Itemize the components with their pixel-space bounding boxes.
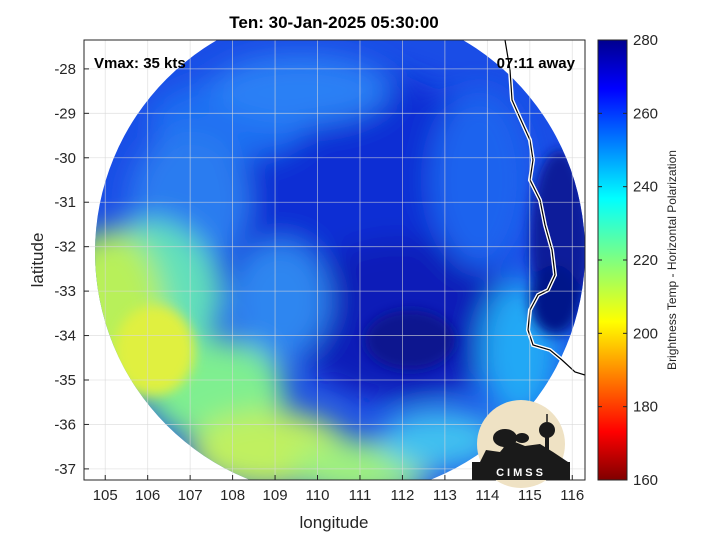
x-tick-label: 112 xyxy=(390,487,414,504)
colorbar-tick-label: 240 xyxy=(633,179,658,196)
x-tick-label: 113 xyxy=(433,487,457,504)
y-tick-label: -34 xyxy=(54,328,76,345)
y-tick-label: -29 xyxy=(54,105,76,122)
x-tick-label: 111 xyxy=(349,487,372,504)
y-tick-label: -31 xyxy=(54,194,76,211)
x-tick-label: 107 xyxy=(178,487,203,504)
x-tick-label: 105 xyxy=(93,487,118,504)
cimss-logo: CIMSS xyxy=(472,400,570,488)
colorbar: 160 180 200 220 240 260 280 Brightness Temp - … xyxy=(597,32,679,489)
y-axis-label: latitude xyxy=(28,233,47,288)
y-tick-label: -33 xyxy=(54,283,76,300)
x-tick-label: 116 xyxy=(560,487,584,504)
x-tick-label: 109 xyxy=(263,487,288,504)
x-axis-label: longitude xyxy=(299,513,368,532)
plot-frame xyxy=(83,39,586,481)
satellite-dish-icon xyxy=(493,429,517,447)
x-tick-label: 108 xyxy=(220,487,245,504)
y-tick-label: -28 xyxy=(54,61,76,78)
y-tick-label: -36 xyxy=(54,416,76,433)
y-tick-label: -32 xyxy=(54,239,76,256)
x-tick-label: 115 xyxy=(518,487,542,504)
logo-text: CIMSS xyxy=(496,467,546,479)
colorbar-tick-label: 260 xyxy=(633,105,658,122)
colorbar-tick-label: 180 xyxy=(633,399,658,416)
time-away-annotation: 07:11 away xyxy=(497,55,576,72)
colorbar-tick-label: 160 xyxy=(633,472,658,489)
grid xyxy=(84,40,585,480)
colorbar-label: Brightness Temp - Horizontal Polarizatio… xyxy=(665,150,679,370)
x-tick-label: 106 xyxy=(135,487,160,504)
chart-title: Ten: 30-Jan-2025 05:30:00 xyxy=(229,13,438,32)
x-tick-label: 114 xyxy=(475,487,499,504)
colorbar-tick-label: 220 xyxy=(633,252,658,269)
colorbar-tick-label: 200 xyxy=(633,325,658,342)
y-tick-label: -35 xyxy=(54,372,76,389)
colorbar-tick-label: 280 xyxy=(633,32,658,49)
coastline xyxy=(504,40,585,376)
x-axis-ticks: 105 106 107 108 109 110 111 112 113 114 115 116 xyxy=(93,475,584,504)
y-axis-ticks: -28 -29 -30 -31 -32 -33 -34 -35 -36 -37 xyxy=(54,61,89,478)
vmax-annotation: Vmax: 35 kts xyxy=(94,55,186,72)
colorbar-ticks: 160 180 200 220 240 260 280 xyxy=(598,32,658,489)
y-tick-label: -37 xyxy=(54,461,76,478)
colorbar-gradient xyxy=(598,40,627,480)
x-tick-label: 110 xyxy=(306,487,330,504)
y-tick-label: -30 xyxy=(54,150,76,167)
tower-icon xyxy=(545,432,549,452)
